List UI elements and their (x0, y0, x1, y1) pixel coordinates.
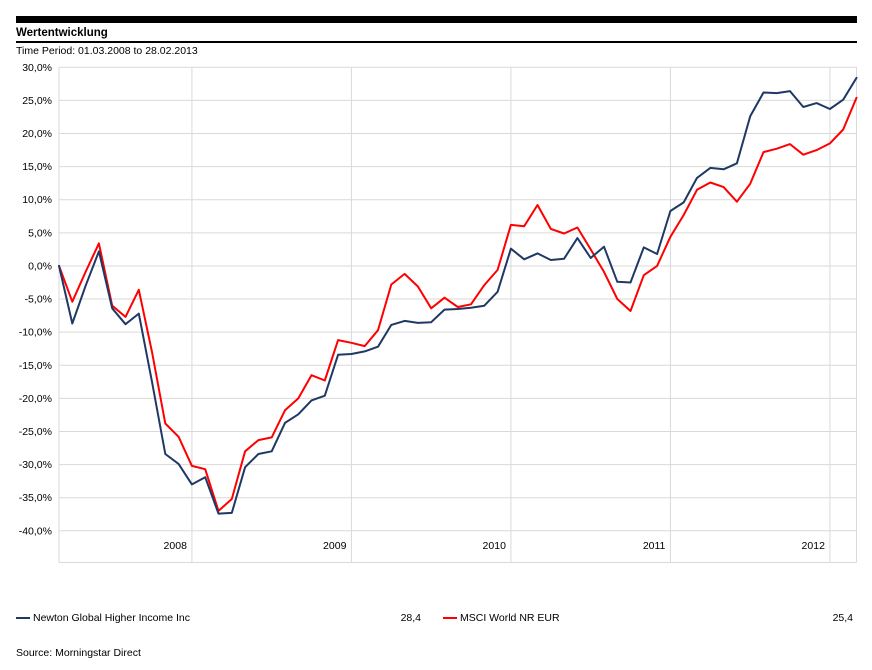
legend-label-newton: Newton Global Higher Income Inc (33, 612, 190, 624)
y-tick-label: 20,0% (22, 128, 52, 140)
legend: Newton Global Higher Income Inc 28,4 MSC… (16, 612, 857, 624)
legend-label-msci: MSCI World NR EUR (460, 612, 560, 624)
header-top-bar (16, 16, 857, 23)
source-note: Source: Morningstar Direct (16, 647, 141, 659)
page-title: Wertentwicklung (16, 27, 108, 39)
y-tick-label: 5,0% (28, 227, 52, 239)
legend-item-newton: Newton Global Higher Income Inc 28,4 (16, 612, 421, 624)
title-divider (16, 41, 857, 43)
y-tick-label: 15,0% (22, 161, 52, 173)
y-tick-label: 0,0% (28, 260, 52, 272)
y-tick-label: -15,0% (19, 360, 52, 372)
x-year-label: 2009 (323, 540, 347, 552)
legend-value-msci: 25,4 (832, 612, 853, 624)
series-line-msci (58, 96, 858, 512)
series-line-newton (58, 76, 858, 515)
legend-value-newton: 28,4 (400, 612, 421, 624)
y-tick-label: -40,0% (19, 525, 52, 537)
x-year-label: 2011 (643, 540, 666, 552)
x-year-label: 2010 (483, 540, 507, 552)
x-year-label: 2008 (164, 540, 188, 552)
msci-line-swatch (443, 616, 457, 620)
y-tick-label: -5,0% (25, 294, 52, 306)
legend-item-msci: MSCI World NR EUR 25,4 (443, 612, 857, 624)
y-tick-label: -20,0% (19, 393, 52, 405)
y-tick-label: 30,0% (22, 62, 52, 74)
newton-line-swatch (16, 616, 30, 620)
time-period-label: Time Period: 01.03.2008 to 28.02.2013 (16, 45, 198, 57)
y-tick-label: -35,0% (19, 492, 52, 504)
y-tick-label: -25,0% (19, 426, 52, 438)
y-tick-label: -10,0% (19, 327, 52, 339)
y-tick-label: -30,0% (19, 459, 52, 471)
y-tick-label: 10,0% (22, 194, 52, 206)
x-year-label: 2012 (802, 540, 826, 552)
y-tick-label: 25,0% (22, 95, 52, 107)
